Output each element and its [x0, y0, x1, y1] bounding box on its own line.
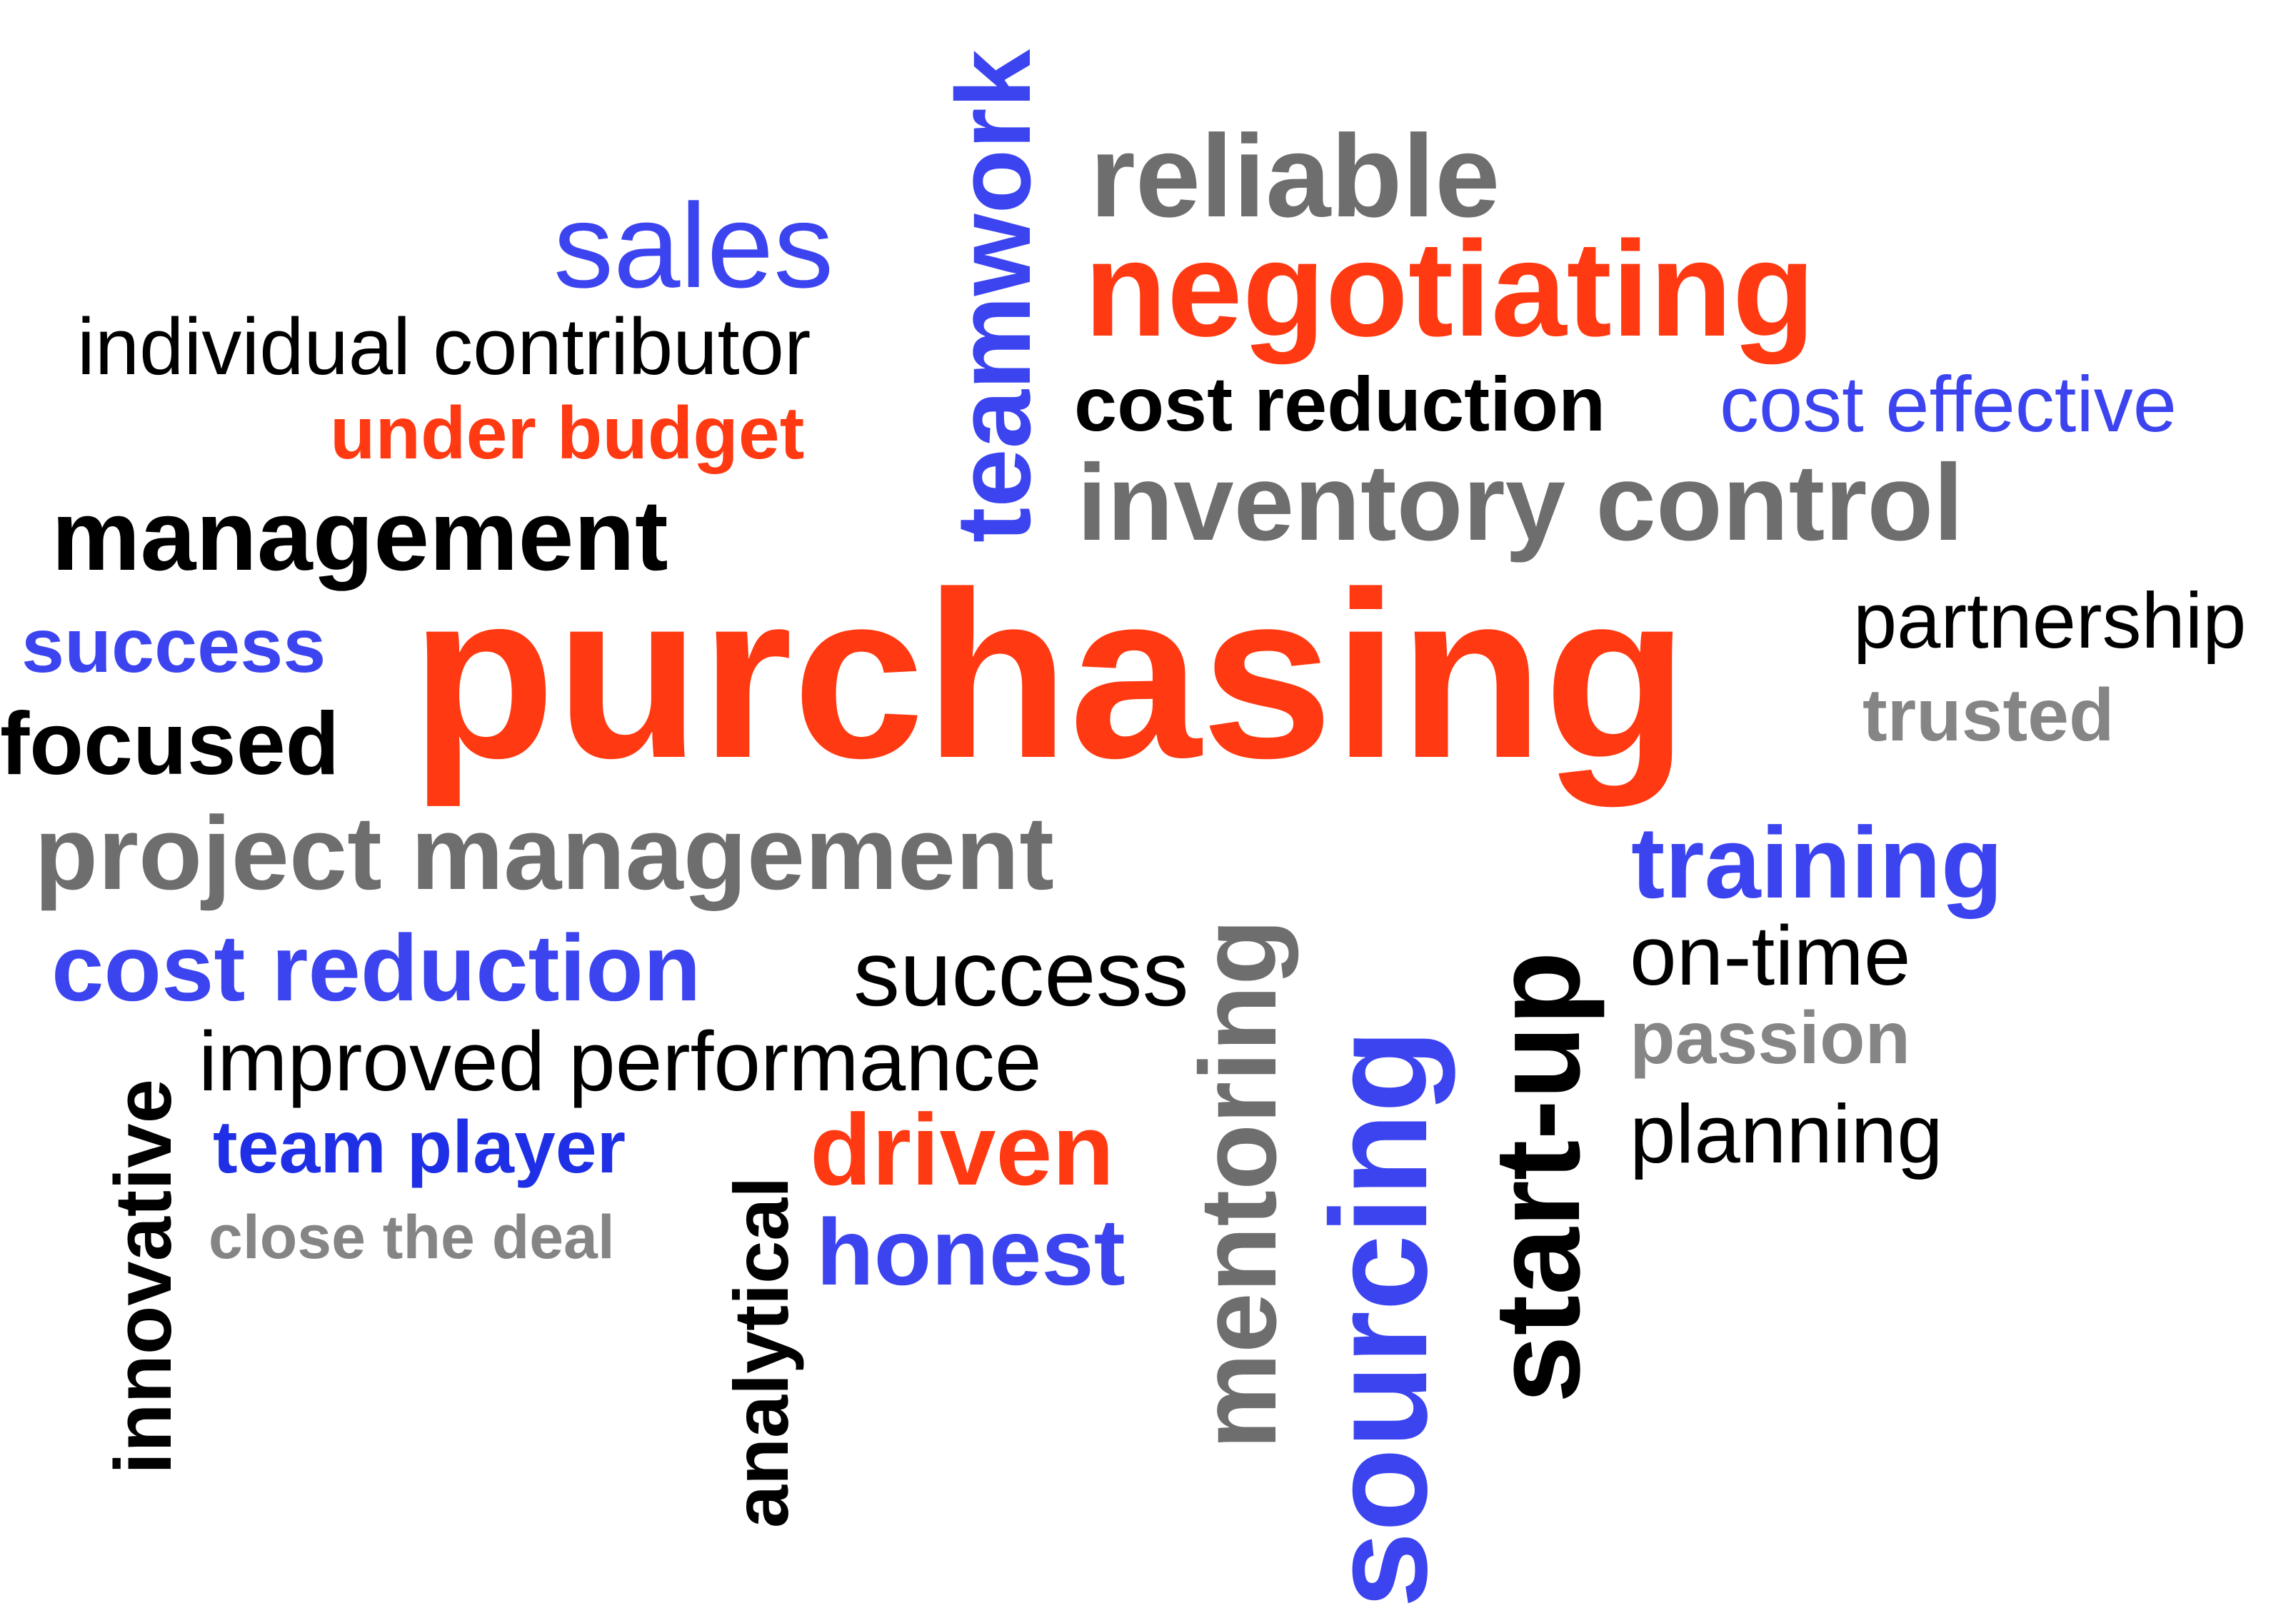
word-close-the-deal: close the deal	[209, 1203, 615, 1272]
word-success-black: success	[853, 921, 1189, 1025]
word-focused: focused	[0, 695, 340, 793]
word-cost-reduction-black: cost reduction	[1074, 361, 1606, 447]
word-on-time: on-time	[1630, 909, 1911, 1003]
word-sales: sales	[553, 179, 834, 313]
word-mentoring: mentoring	[1178, 918, 1299, 1449]
word-teamwork: teamwork	[935, 49, 1053, 543]
word-trusted: trusted	[1863, 674, 2115, 757]
word-reliable: reliable	[1090, 111, 1500, 241]
word-start-up: start-up	[1470, 951, 1605, 1403]
word-sourcing: sourcing	[1302, 1029, 1455, 1608]
word-purchasing: purchasing	[411, 543, 1689, 808]
word-management: management	[51, 479, 668, 591]
word-cost-effective: cost effective	[1720, 361, 2177, 448]
word-inventory-control: inventory control	[1077, 442, 1964, 563]
word-passion: passion	[1630, 997, 1910, 1080]
word-driven: driven	[810, 1093, 1115, 1207]
word-cost-reduction-blue: cost reduction	[51, 915, 701, 1020]
word-individual-contributor: individual contributor	[77, 302, 811, 391]
word-analytical: analytical	[718, 1176, 804, 1528]
word-improved-performance: improved performance	[199, 1015, 1042, 1109]
word-innovative: innovative	[99, 1079, 188, 1474]
word-planning: planning	[1630, 1087, 1943, 1180]
word-team-player: team player	[213, 1106, 626, 1189]
word-project-management: project management	[34, 795, 1054, 911]
word-honest: honest	[816, 1200, 1126, 1305]
word-negotiating: negotiating	[1084, 213, 1815, 365]
word-training: training	[1631, 806, 2003, 920]
word-under-budget: under budget	[330, 392, 805, 475]
word-partnership: partnership	[1853, 577, 2247, 665]
word-success-blue: success	[21, 602, 326, 688]
